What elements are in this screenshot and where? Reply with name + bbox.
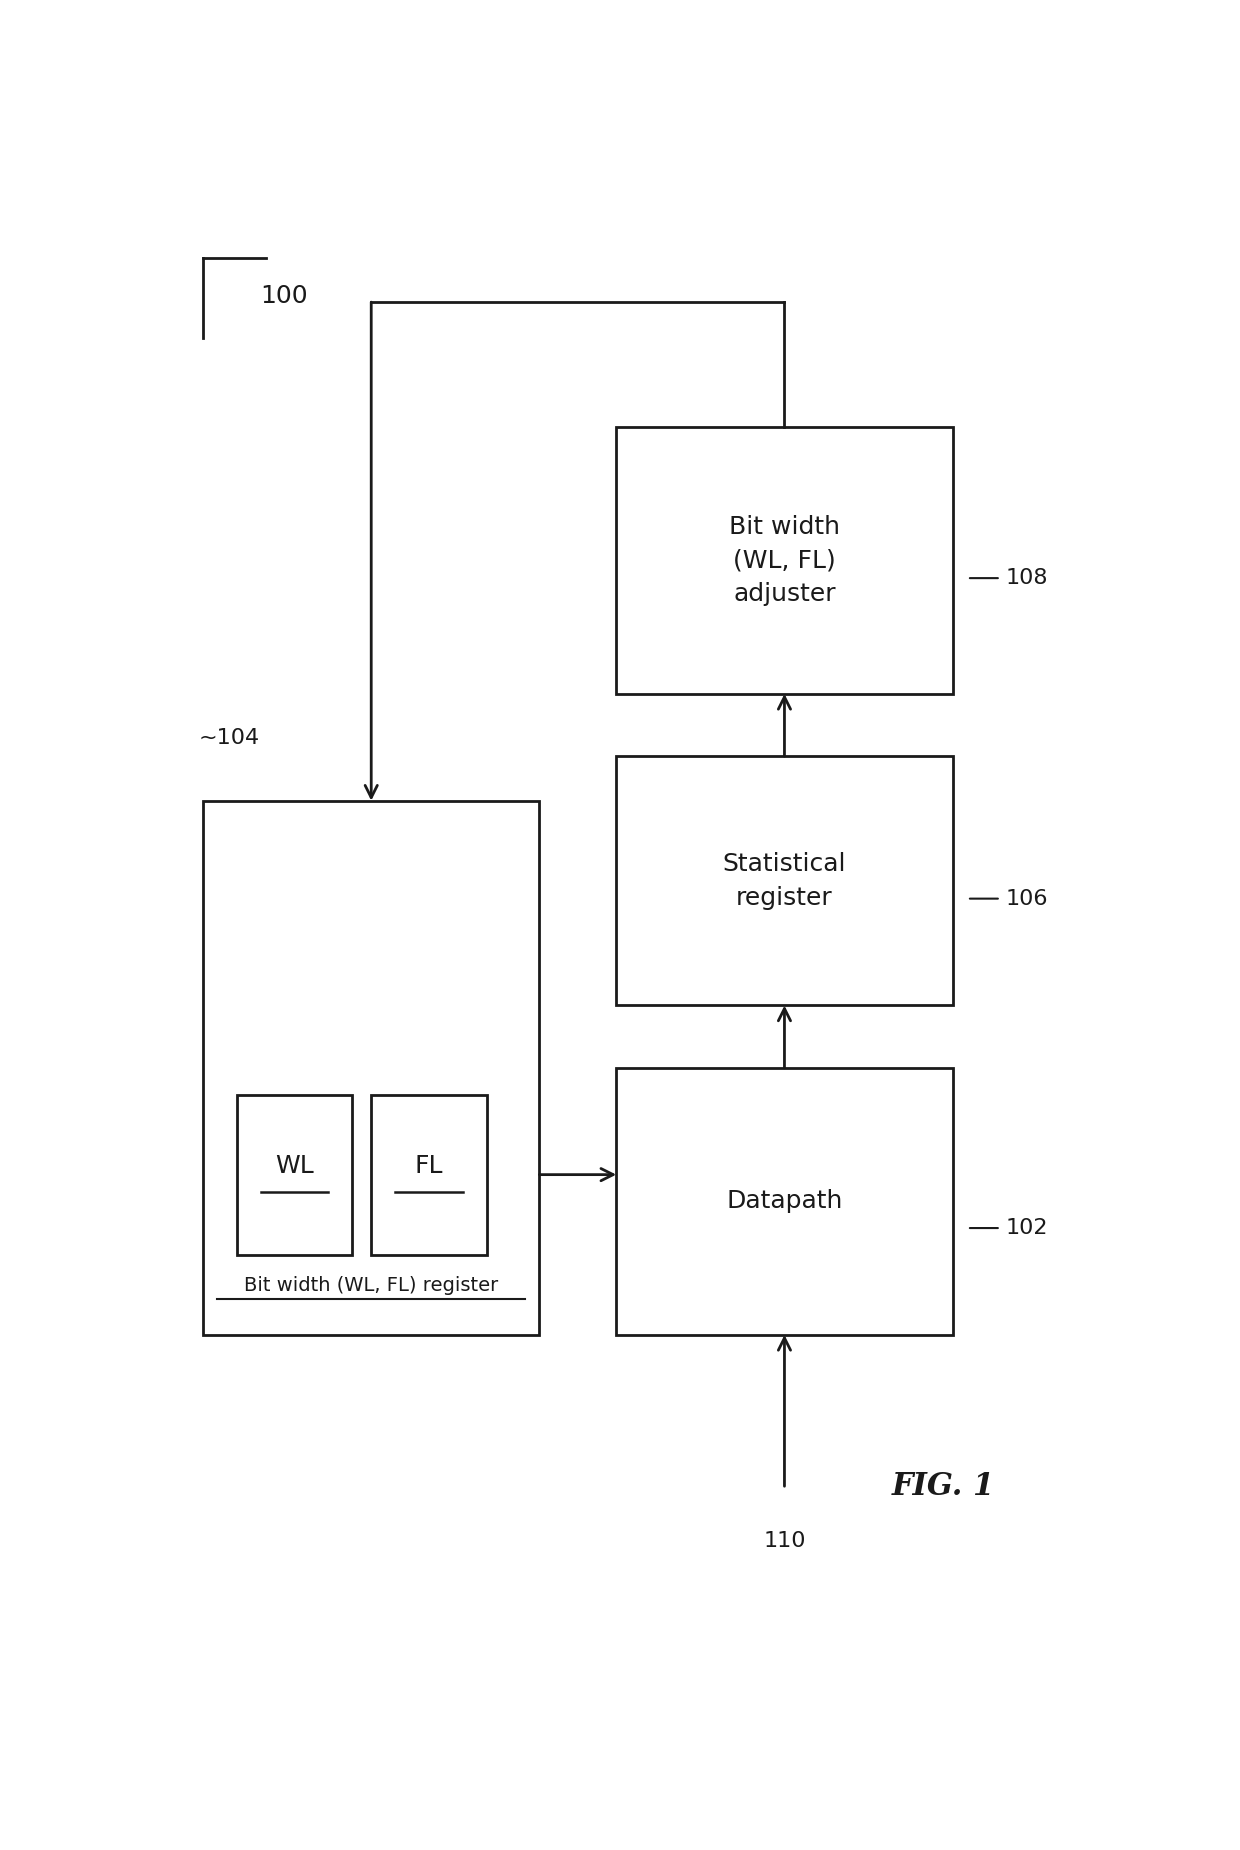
Bar <box>616 427 952 694</box>
Text: FIG. 1: FIG. 1 <box>892 1471 994 1502</box>
Text: 100: 100 <box>260 285 309 309</box>
Text: Bit width
(WL, FL)
adjuster: Bit width (WL, FL) adjuster <box>729 514 839 605</box>
Text: 102: 102 <box>1006 1217 1048 1238</box>
Text: 108: 108 <box>1006 568 1048 588</box>
Bar <box>371 1095 486 1254</box>
Text: Statistical
register: Statistical register <box>723 853 846 910</box>
Text: Bit width (WL, FL) register: Bit width (WL, FL) register <box>244 1276 498 1295</box>
Text: Datapath: Datapath <box>727 1190 843 1214</box>
Text: 110: 110 <box>763 1530 806 1550</box>
Text: 106: 106 <box>1006 888 1048 908</box>
Bar <box>203 801 539 1336</box>
Text: ~104: ~104 <box>198 729 259 749</box>
Text: WL: WL <box>275 1154 314 1178</box>
Bar <box>616 757 952 1006</box>
Bar <box>616 1067 952 1336</box>
Text: FL: FL <box>414 1154 443 1178</box>
Bar <box>237 1095 352 1254</box>
